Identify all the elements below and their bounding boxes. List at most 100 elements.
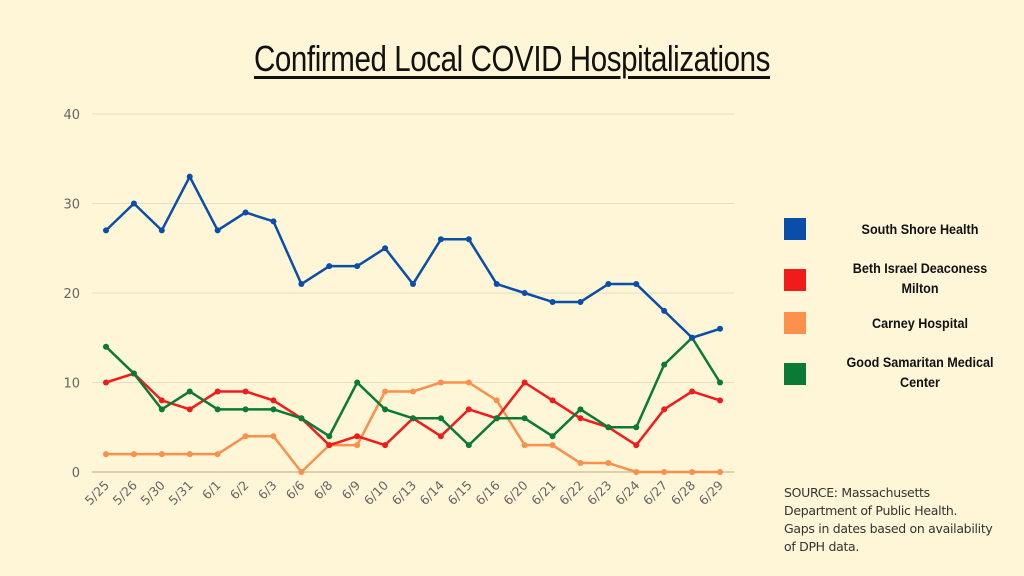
data-point [605, 424, 612, 431]
source-note: SOURCE: Massachusetts Department of Publ… [784, 484, 1004, 556]
data-point [717, 325, 723, 332]
data-point [354, 433, 361, 440]
data-point [158, 406, 165, 413]
data-point [298, 415, 305, 422]
x-tick-label: 5/30 [137, 477, 167, 507]
data-point [521, 442, 528, 449]
y-tick-label: 10 [63, 377, 80, 392]
data-point [382, 442, 389, 449]
data-point [242, 433, 249, 440]
data-point [549, 397, 556, 404]
data-point [633, 281, 640, 288]
data-point [549, 298, 556, 305]
data-point [103, 451, 109, 458]
legend-swatch [784, 218, 806, 240]
data-point [242, 406, 249, 413]
legend-swatch [784, 363, 806, 385]
data-point [214, 388, 221, 395]
x-tick-label: 6/9 [338, 477, 363, 502]
x-tick-label: 6/23 [584, 478, 614, 508]
data-point [158, 397, 165, 404]
data-point [437, 236, 444, 243]
x-tick-label: 5/25 [82, 478, 112, 508]
data-point [103, 227, 109, 234]
data-point [382, 245, 389, 252]
chart-title: Confirmed Local COVID Hospitalizations [253, 38, 770, 79]
data-point [410, 415, 416, 422]
legend-swatch [784, 312, 806, 334]
data-point [465, 442, 472, 449]
data-point [270, 433, 277, 440]
x-tick-label: 6/15 [444, 478, 474, 508]
legend-item-carney: Carney Hospital [784, 311, 1004, 351]
data-point [521, 290, 528, 296]
x-tick-label: 6/27 [640, 478, 670, 508]
data-point [158, 227, 165, 234]
x-tick-label: 5/31 [165, 478, 195, 508]
data-point [689, 469, 696, 475]
data-point [186, 173, 193, 180]
data-point [214, 451, 221, 458]
x-tick-label: 6/6 [283, 477, 308, 502]
data-point [186, 451, 193, 458]
data-point [270, 397, 277, 404]
data-point [465, 379, 472, 386]
data-point [382, 388, 389, 395]
legend-label: Beth Israel Deaconess Milton [852, 260, 988, 296]
data-point [326, 433, 333, 440]
data-point [242, 209, 249, 216]
data-point [270, 218, 277, 225]
y-tick-label: 20 [63, 287, 80, 302]
data-point [465, 406, 472, 413]
data-point [158, 451, 165, 458]
y-tick-label: 30 [63, 198, 80, 213]
x-tick-label: 6/2 [227, 478, 252, 503]
data-point [717, 379, 723, 386]
x-tick-label: 6/29 [696, 477, 726, 507]
data-point [633, 469, 640, 475]
data-point [605, 281, 612, 288]
data-point [577, 415, 584, 422]
data-point [493, 281, 500, 288]
data-point [242, 388, 249, 395]
data-point [437, 415, 444, 422]
series-line-south-shore-health [105, 175, 721, 339]
legend-swatch [784, 269, 806, 291]
data-point [130, 200, 137, 207]
x-tick-label: 6/10 [361, 477, 391, 507]
data-point [633, 442, 640, 449]
data-point [605, 460, 612, 467]
data-point [717, 397, 723, 404]
data-point [354, 442, 361, 449]
data-point [661, 361, 668, 368]
x-tick-label: 6/20 [500, 477, 530, 507]
data-point [130, 370, 137, 377]
legend-label: Carney Hospital [872, 315, 968, 331]
x-tick-label: 6/28 [668, 477, 698, 507]
x-tick-label: 6/21 [528, 478, 558, 508]
data-point [577, 460, 584, 467]
legend-label: South Shore Health [861, 221, 979, 237]
data-point [354, 263, 361, 270]
data-point [661, 469, 668, 475]
data-point [521, 379, 528, 386]
data-point [298, 469, 305, 475]
x-tick-label: 6/1 [199, 478, 224, 503]
legend-item-south-shore: South Shore Health [784, 217, 1004, 257]
data-point [549, 442, 556, 449]
data-point [493, 397, 500, 404]
data-point [521, 415, 528, 422]
x-tick-label: 6/13 [389, 478, 419, 508]
x-tick-label: 6/3 [255, 478, 280, 503]
data-point [130, 451, 137, 458]
data-point [577, 298, 584, 305]
data-point [410, 281, 416, 288]
source-line: Gaps in dates based on availability [784, 521, 993, 536]
data-point [465, 236, 472, 243]
legend-item-good-samaritan: Good Samaritan Medical Center [784, 351, 1004, 391]
data-point [549, 433, 556, 440]
source-line: of DPH data. [784, 539, 860, 554]
data-point [633, 424, 640, 431]
series-line-beth-israel-deaconess-milton [105, 372, 721, 447]
legend-label: Good Samaritan Medical Center [846, 354, 994, 390]
